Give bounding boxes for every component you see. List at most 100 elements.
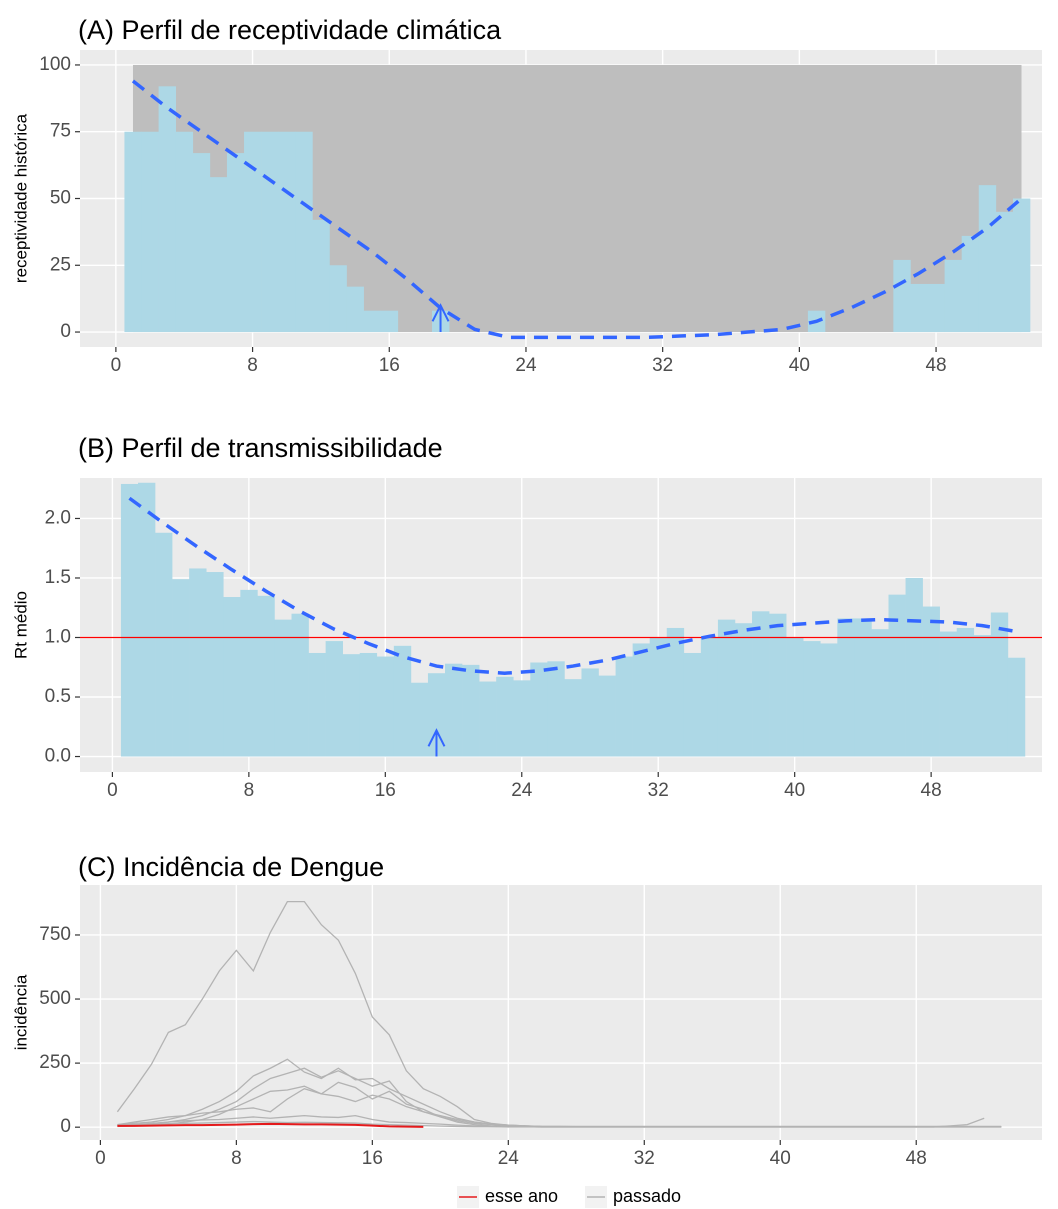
- y-tick-label: 0.5: [45, 686, 71, 707]
- bar: [308, 652, 326, 757]
- bar: [837, 618, 855, 757]
- bar: [615, 656, 633, 757]
- bar: [803, 641, 821, 757]
- x-tick-label: 8: [231, 1148, 242, 1169]
- x-tick-label: 16: [375, 780, 396, 801]
- y-tick-label: 75: [50, 121, 71, 142]
- bar: [393, 645, 412, 757]
- bar: [649, 637, 668, 757]
- bar: [325, 641, 343, 757]
- y-axis-title: Rt médio: [11, 591, 30, 659]
- bar: [462, 664, 480, 757]
- y-tick-label: 1.5: [45, 567, 71, 588]
- bar: [261, 131, 279, 333]
- smooth-line: [128, 496, 1017, 675]
- bar: [363, 310, 382, 333]
- bar: [206, 572, 224, 757]
- y-tick-label: 25: [50, 254, 71, 275]
- bar: [479, 681, 497, 757]
- bar: [910, 283, 928, 333]
- bar: [291, 613, 309, 757]
- bar: [547, 661, 565, 757]
- x-tick-label: 48: [925, 355, 946, 376]
- x-tick-label: 0: [111, 355, 122, 376]
- panel: (A) Perfil de receptividade climática rec…: [11, 15, 1042, 376]
- bar: [172, 579, 190, 757]
- x-tick-label: 8: [247, 355, 258, 376]
- bar: [278, 131, 296, 333]
- x-tick-label: 24: [515, 355, 537, 376]
- x-tick-label: 16: [362, 1148, 383, 1169]
- legend-label: passado: [613, 1186, 681, 1206]
- series-line: [117, 1120, 1002, 1128]
- bar: [871, 629, 889, 757]
- bar: [189, 568, 207, 757]
- bar: [209, 177, 228, 333]
- bar: [346, 286, 364, 333]
- bar: [244, 131, 262, 333]
- x-tick-label: 16: [379, 355, 400, 376]
- bar: [922, 606, 940, 757]
- bar: [312, 219, 330, 333]
- bar: [820, 643, 838, 757]
- y-tick-label: 2.0: [45, 507, 71, 528]
- x-tick-label: 0: [107, 780, 118, 801]
- x-tick-label: 32: [648, 780, 669, 801]
- bar: [893, 259, 911, 333]
- bar: [359, 652, 378, 757]
- series-line: [117, 1122, 424, 1128]
- bar: [769, 613, 787, 757]
- bar: [274, 619, 292, 757]
- y-tick-label: 500: [39, 988, 71, 1009]
- bar: [700, 637, 719, 757]
- bar: [734, 623, 753, 757]
- x-tick-label: 0: [95, 1148, 106, 1169]
- bar: [854, 618, 872, 757]
- bar: [905, 577, 923, 757]
- bar: [223, 597, 241, 757]
- chart-title: (A) Perfil de receptividade climática: [78, 15, 502, 45]
- bar: [226, 153, 245, 333]
- bar: [683, 652, 702, 757]
- y-tick-label: 0.0: [45, 746, 71, 767]
- bar: [141, 131, 159, 333]
- bar: [995, 211, 1014, 333]
- smooth-line: [131, 79, 1023, 340]
- bar: [530, 662, 548, 757]
- y-tick-label: 750: [39, 924, 71, 945]
- x-tick-label: 32: [634, 1148, 655, 1169]
- bar: [445, 663, 463, 757]
- bar: [1012, 198, 1031, 333]
- bar: [427, 673, 446, 757]
- x-tick-label: 48: [921, 780, 942, 801]
- bar: [158, 86, 176, 333]
- bar: [717, 619, 736, 757]
- plot-background: [80, 885, 1042, 1140]
- bar: [927, 283, 945, 333]
- chart-title: (B) Perfil de transmissibilidade: [78, 433, 443, 463]
- bar: [1007, 657, 1026, 757]
- bar: [598, 675, 616, 757]
- bar: [342, 654, 361, 757]
- bar: [888, 594, 906, 757]
- bar: [120, 483, 139, 757]
- x-tick-label: 8: [244, 780, 255, 801]
- x-tick-label: 48: [906, 1148, 927, 1169]
- bar: [978, 185, 997, 333]
- x-tick-label: 24: [498, 1148, 520, 1169]
- y-axis-title: incidência: [11, 974, 30, 1050]
- x-tick-label: 40: [784, 780, 805, 801]
- bar: [956, 627, 975, 757]
- arrow: [427, 728, 446, 757]
- y-tick-label: 1.0: [45, 627, 71, 648]
- y-tick-label: 0: [60, 1116, 71, 1137]
- bar: [175, 131, 194, 333]
- bar: [581, 668, 599, 757]
- bar: [944, 259, 962, 333]
- arrow: [431, 303, 450, 333]
- y-tick-label: 100: [39, 54, 71, 75]
- bar: [155, 532, 173, 757]
- bar: [752, 611, 770, 757]
- bar: [257, 595, 275, 757]
